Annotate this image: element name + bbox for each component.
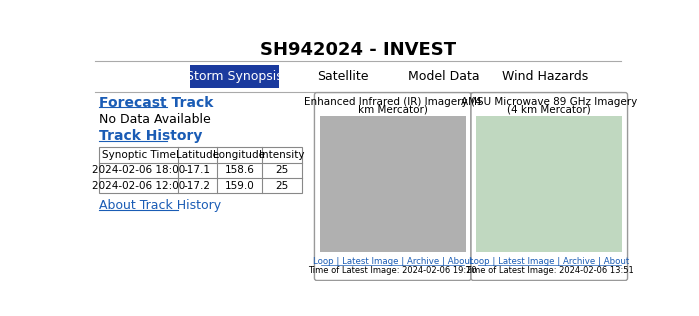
- Text: Time of Latest Image: 2024-02-06 19:20: Time of Latest Image: 2024-02-06 19:20: [308, 266, 477, 275]
- Text: Loop | Latest Image | Archive | About: Loop | Latest Image | Archive | About: [312, 257, 473, 266]
- Text: SH942024 - INVEST: SH942024 - INVEST: [260, 41, 456, 59]
- Text: 159.0: 159.0: [224, 181, 254, 191]
- Text: Wind Hazards: Wind Hazards: [501, 70, 588, 83]
- Text: AMSU Microwave 89 GHz Imagery: AMSU Microwave 89 GHz Imagery: [461, 97, 637, 107]
- Text: Intensity: Intensity: [259, 150, 305, 160]
- Text: Latitude: Latitude: [176, 150, 219, 160]
- Text: Longitude: Longitude: [213, 150, 266, 160]
- Text: Satellite: Satellite: [317, 70, 369, 83]
- Bar: [99, 147, 302, 193]
- FancyBboxPatch shape: [190, 65, 279, 88]
- Text: Forecast Track: Forecast Track: [99, 96, 213, 110]
- Text: 2024-02-06 12:00: 2024-02-06 12:00: [92, 181, 185, 191]
- FancyBboxPatch shape: [471, 93, 628, 281]
- Text: About Track History: About Track History: [99, 199, 221, 212]
- Text: -17.2: -17.2: [184, 181, 211, 191]
- Text: No Data Available: No Data Available: [99, 113, 211, 126]
- Text: 25: 25: [275, 165, 289, 175]
- Text: Loop | Latest Image | Archive | About: Loop | Latest Image | Archive | About: [469, 257, 629, 266]
- Text: (4 km Mercator): (4 km Mercator): [507, 105, 591, 114]
- FancyBboxPatch shape: [315, 93, 471, 281]
- Text: Storm Synopsis: Storm Synopsis: [186, 70, 283, 83]
- Text: Enhanced Infrared (IR) Imagery (4: Enhanced Infrared (IR) Imagery (4: [304, 97, 482, 107]
- Text: -17.1: -17.1: [184, 165, 211, 175]
- Text: 158.6: 158.6: [224, 165, 254, 175]
- Bar: [320, 116, 466, 252]
- Bar: [477, 116, 622, 252]
- Text: 2024-02-06 18:00: 2024-02-06 18:00: [92, 165, 185, 175]
- Text: Time of Latest Image: 2024-02-06 13:51: Time of Latest Image: 2024-02-06 13:51: [465, 266, 634, 275]
- Text: Synoptic Time: Synoptic Time: [101, 150, 175, 160]
- Text: 25: 25: [275, 181, 289, 191]
- Text: km Mercator): km Mercator): [358, 105, 428, 114]
- Text: Model Data: Model Data: [408, 70, 480, 83]
- Text: Track History: Track History: [99, 130, 203, 143]
